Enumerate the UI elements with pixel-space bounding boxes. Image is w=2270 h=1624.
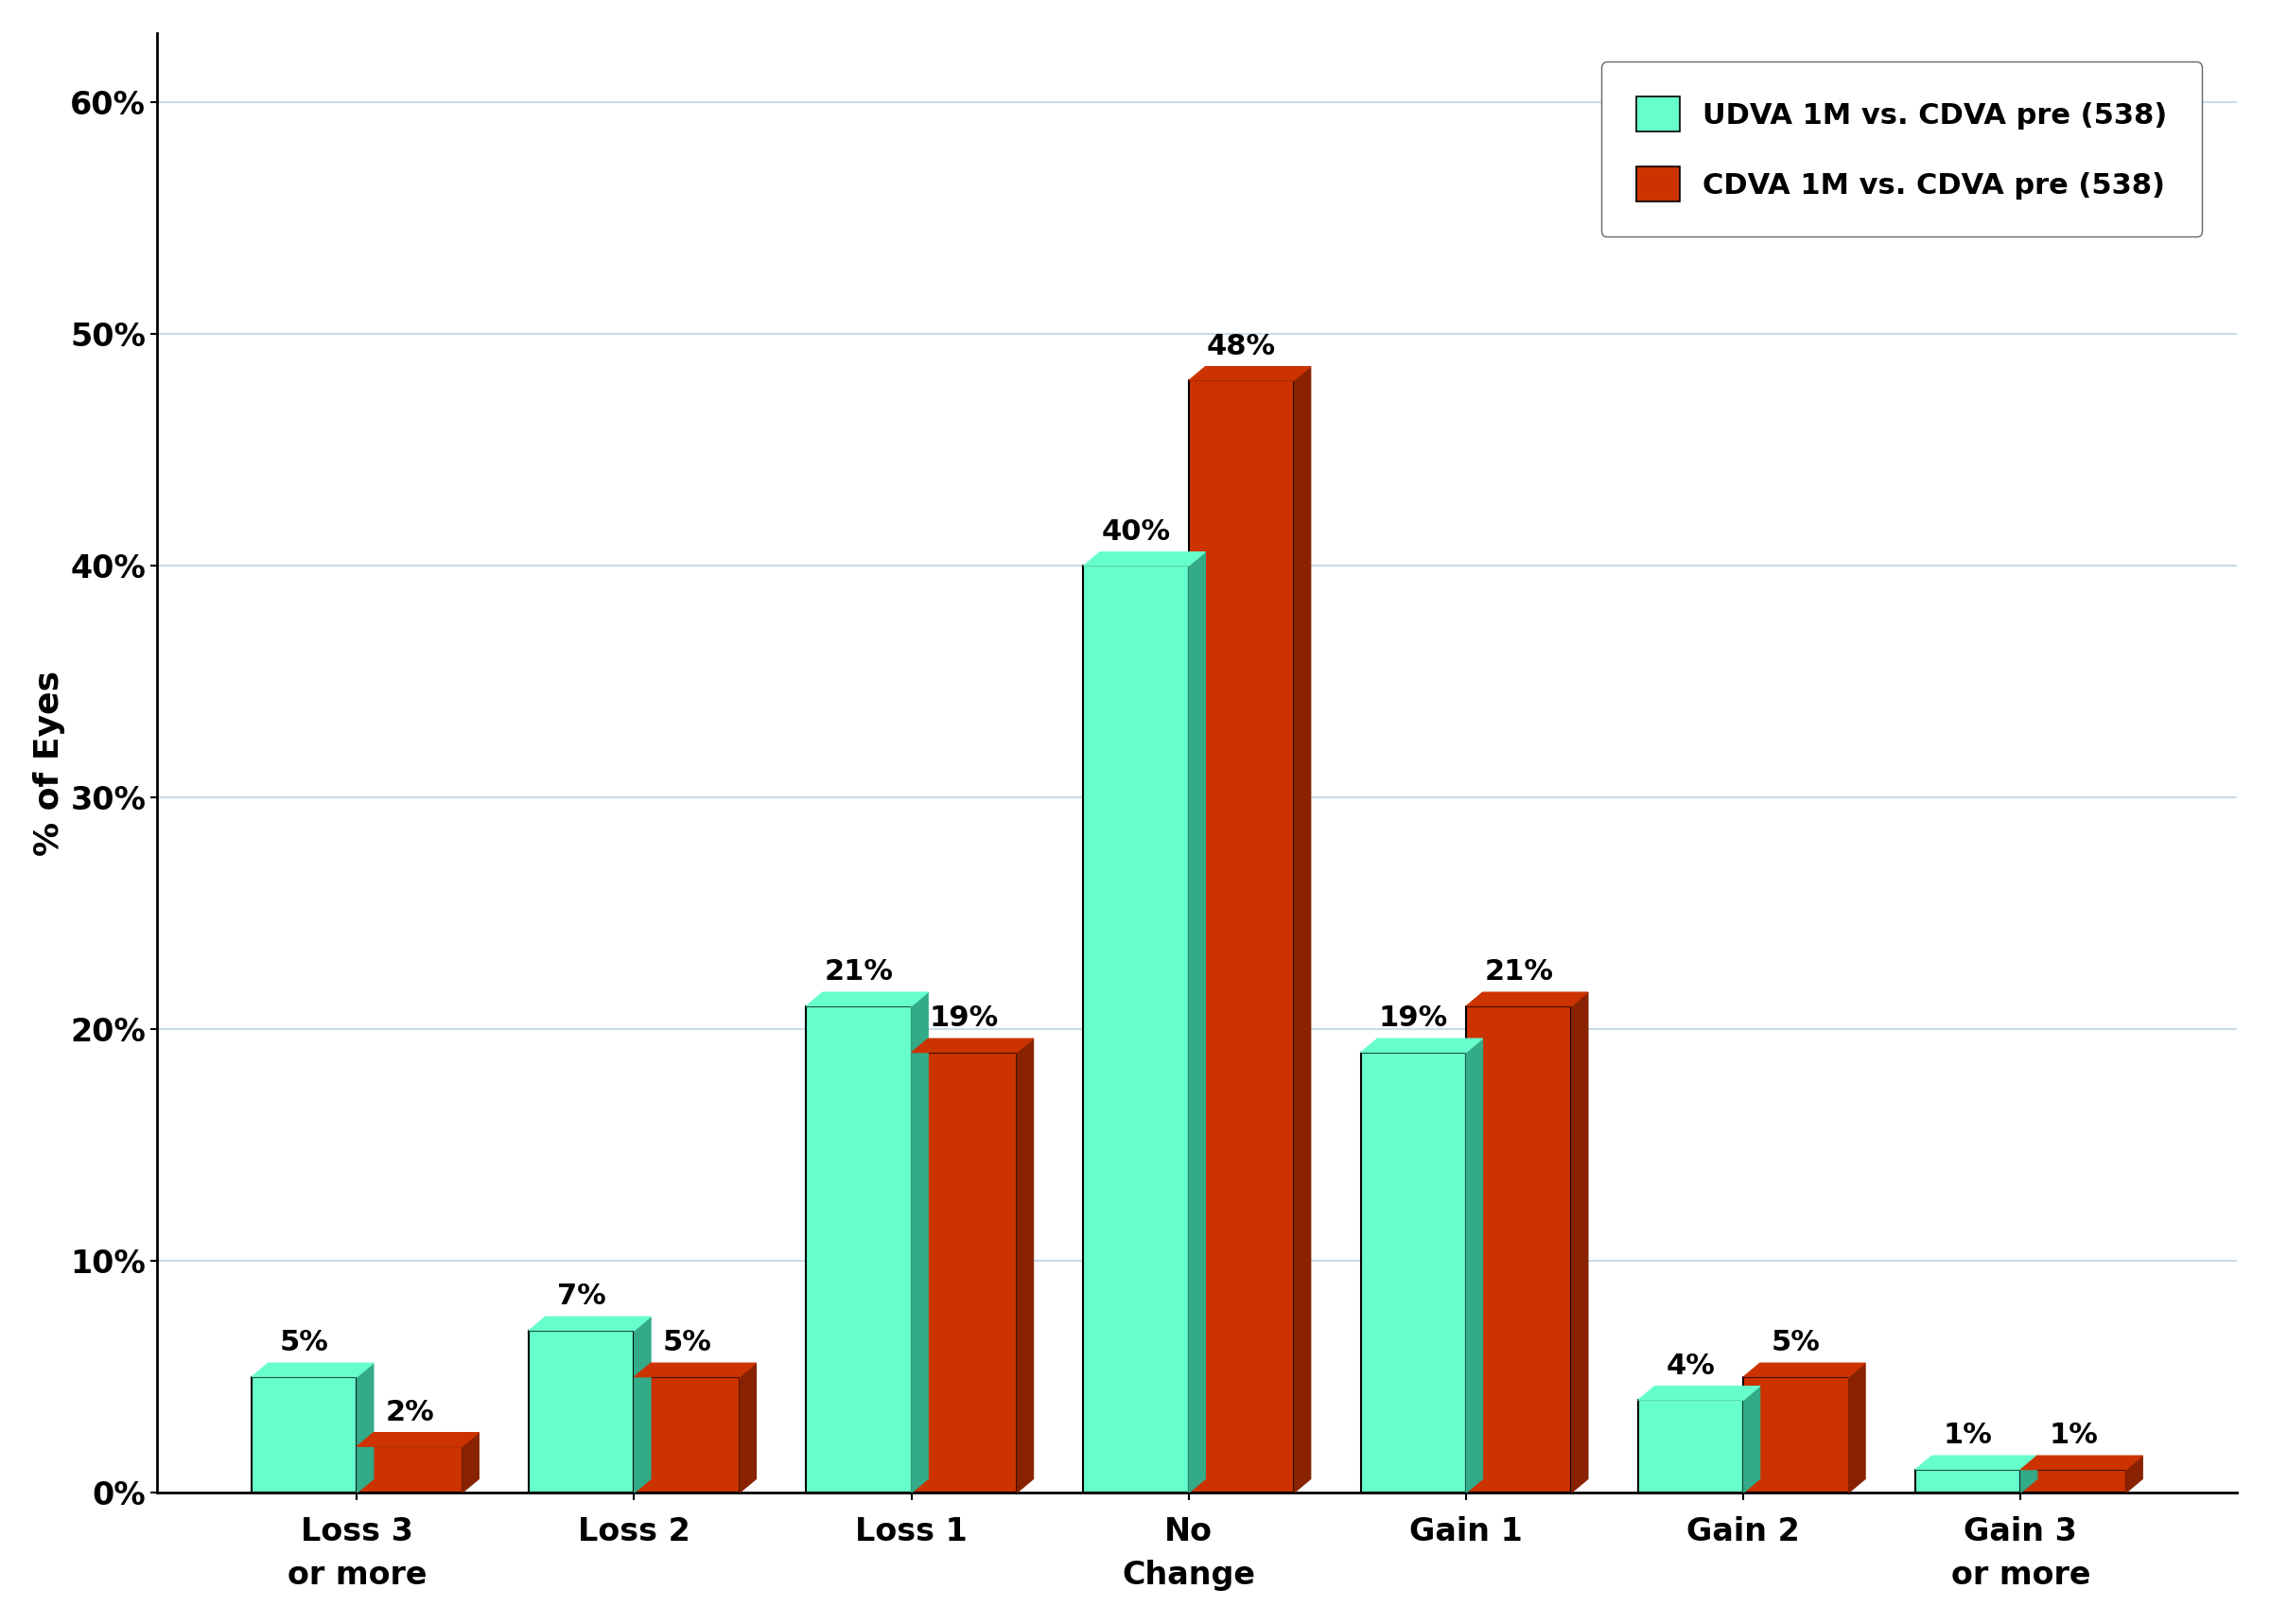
Bar	[1466, 1007, 1571, 1492]
Text: 48%: 48%	[1208, 333, 1276, 361]
Legend: UDVA 1M vs. CDVA pre (538), CDVA 1M vs. CDVA pre (538): UDVA 1M vs. CDVA pre (538), CDVA 1M vs. …	[1600, 62, 2202, 237]
Polygon shape	[633, 1317, 651, 1492]
Polygon shape	[356, 1432, 479, 1447]
Polygon shape	[1294, 367, 1310, 1492]
Bar	[913, 1052, 1017, 1492]
Bar	[1083, 565, 1189, 1492]
Polygon shape	[1360, 1039, 1482, 1052]
Polygon shape	[1743, 1363, 1866, 1377]
Polygon shape	[529, 1317, 651, 1330]
Text: 21%: 21%	[824, 958, 894, 986]
Text: 5%: 5%	[663, 1328, 711, 1356]
Text: 19%: 19%	[928, 1005, 999, 1031]
Bar	[633, 1377, 740, 1492]
Text: 7%: 7%	[556, 1283, 606, 1311]
Polygon shape	[1466, 992, 1589, 1007]
Polygon shape	[1848, 1363, 1866, 1492]
Text: 2%: 2%	[386, 1398, 434, 1426]
Polygon shape	[252, 1363, 375, 1377]
Polygon shape	[1639, 1387, 1759, 1400]
Polygon shape	[2020, 1455, 2036, 1492]
Text: 4%: 4%	[1666, 1353, 1716, 1380]
Polygon shape	[1189, 367, 1310, 380]
Bar	[1639, 1400, 1743, 1492]
Polygon shape	[463, 1432, 479, 1492]
Text: 5%: 5%	[1771, 1328, 1821, 1356]
Bar	[2020, 1470, 2127, 1492]
Polygon shape	[2020, 1455, 2143, 1470]
Bar	[529, 1330, 633, 1492]
Polygon shape	[1571, 992, 1589, 1492]
Bar	[356, 1447, 463, 1492]
Polygon shape	[356, 1363, 375, 1492]
Polygon shape	[806, 992, 928, 1007]
Polygon shape	[1083, 552, 1205, 565]
Text: 1%: 1%	[1943, 1421, 1993, 1449]
Polygon shape	[913, 1039, 1033, 1052]
Bar	[1743, 1377, 1848, 1492]
Polygon shape	[1466, 1039, 1482, 1492]
Polygon shape	[913, 992, 928, 1492]
Text: 19%: 19%	[1378, 1005, 1448, 1031]
Bar	[1360, 1052, 1466, 1492]
Text: 21%: 21%	[1485, 958, 1553, 986]
Polygon shape	[633, 1363, 756, 1377]
Bar	[1189, 380, 1294, 1492]
Bar	[806, 1007, 913, 1492]
Polygon shape	[1189, 552, 1205, 1492]
Polygon shape	[1017, 1039, 1033, 1492]
Polygon shape	[1916, 1455, 2036, 1470]
Polygon shape	[1743, 1387, 1759, 1492]
Text: 5%: 5%	[279, 1328, 329, 1356]
Text: 40%: 40%	[1101, 518, 1171, 546]
Polygon shape	[740, 1363, 756, 1492]
Bar	[1916, 1470, 2020, 1492]
Text: 1%: 1%	[2050, 1421, 2097, 1449]
Polygon shape	[2127, 1455, 2143, 1492]
Bar	[252, 1377, 356, 1492]
Y-axis label: % of Eyes: % of Eyes	[32, 671, 66, 856]
